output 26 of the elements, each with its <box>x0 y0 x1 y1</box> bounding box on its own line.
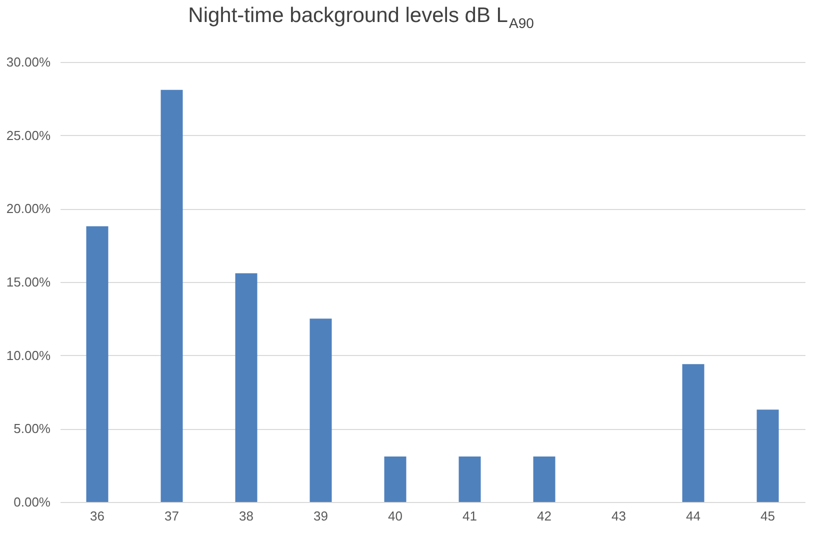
x-tick-label: 40 <box>388 508 402 524</box>
y-tick-label: 25.00% <box>6 128 51 143</box>
x-tick-label: 41 <box>462 508 477 524</box>
x-tick-label: 44 <box>686 508 700 524</box>
x-tick-label: 43 <box>612 508 626 524</box>
bar <box>458 456 481 502</box>
y-tick-label: 20.00% <box>6 201 51 216</box>
x-tick-label: 36 <box>90 508 104 524</box>
y-tick-label: 15.00% <box>6 274 51 290</box>
bar <box>384 456 406 502</box>
x-tick-label: 38 <box>239 508 254 524</box>
bar <box>86 226 108 502</box>
x-tick-label: 39 <box>314 508 328 524</box>
x-tick-label: 37 <box>164 508 179 524</box>
x-tick-label: 45 <box>760 508 775 524</box>
bar <box>682 364 704 502</box>
y-tick-label: 5.00% <box>14 421 51 436</box>
bar <box>310 318 332 502</box>
bar <box>533 456 556 502</box>
y-tick-label: 0.00% <box>14 494 51 510</box>
x-tick-label: 42 <box>537 508 552 524</box>
y-tick-label: 30.00% <box>6 54 51 70</box>
bar <box>756 410 779 502</box>
bar <box>235 273 258 502</box>
bar <box>160 90 183 502</box>
y-tick-label: 10.00% <box>6 348 51 363</box>
